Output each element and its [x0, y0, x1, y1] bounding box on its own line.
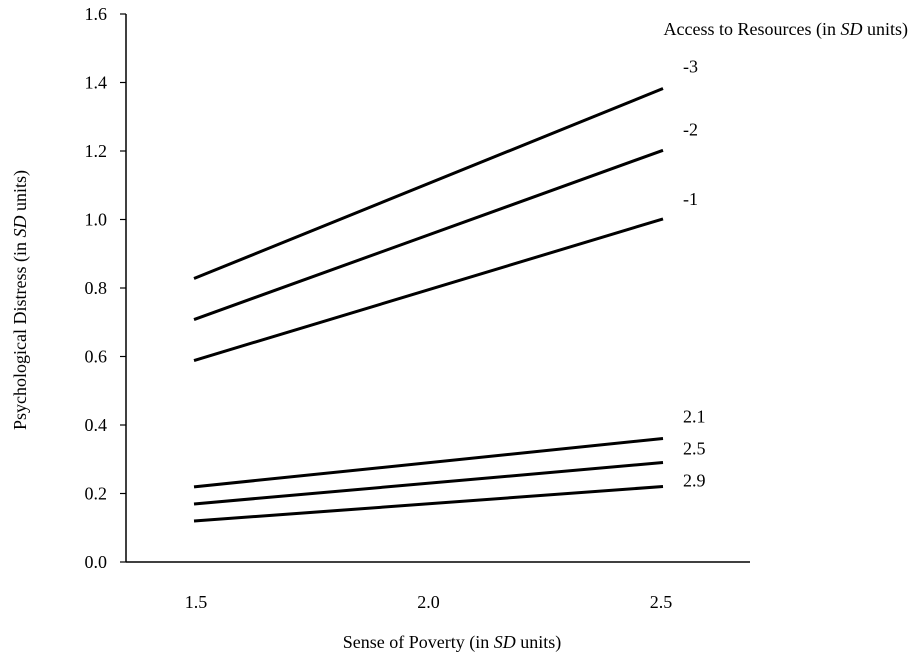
x-tick-label: 2.5: [650, 592, 673, 612]
y-axis-title-part-1: Psychological Distress (in: [10, 238, 31, 430]
series-line-1: [193, 148, 664, 321]
series-group: [193, 87, 664, 523]
series-line-3: [193, 437, 664, 489]
x-axis-title: Sense of Poverty (in SD units): [343, 632, 562, 653]
x-axis-title-sd: SD: [494, 632, 516, 652]
x-axis-title-part-3: units): [516, 632, 562, 653]
series-line-4: [193, 461, 664, 506]
series-line-2: [193, 217, 664, 362]
series-label-group: -3 -2 -1 2.1 2.5 2.9: [683, 57, 706, 491]
series-label-2: -1: [683, 189, 698, 209]
series-label-0: -3: [683, 57, 698, 77]
y-axis-title: Psychological Distress (in SD units): [10, 170, 31, 430]
series-label-1: -2: [683, 119, 698, 139]
series-line-0: [193, 87, 664, 280]
x-axis-title-part-1: Sense of Poverty (in: [343, 632, 494, 653]
y-tick-label: 0.4: [85, 415, 108, 435]
legend-title: Access to Resources (in SD units): [664, 19, 908, 40]
y-tick-label: 0.8: [85, 278, 108, 298]
legend-title-part-1: Access to Resources (in: [664, 19, 841, 40]
y-tick-label: 0.6: [85, 347, 108, 367]
y-tick-label: 1.4: [85, 73, 108, 93]
series-label-5: 2.9: [683, 471, 706, 491]
series-label-4: 2.5: [683, 438, 706, 458]
x-tick-label: 1.5: [185, 592, 208, 612]
y-tick-label: 1.0: [85, 210, 108, 230]
y-tick-label: 1.2: [85, 141, 108, 161]
y-axis-title-part-3: units): [10, 170, 31, 216]
series-label-3: 2.1: [683, 406, 706, 426]
legend-title-sd: SD: [840, 19, 862, 39]
y-tick-group: 0.0 0.2 0.4 0.6 0.8 1.0 1.2 1.4 1.6: [85, 4, 126, 572]
y-tick-label: 1.6: [85, 4, 108, 24]
y-axis-title-sd: SD: [10, 216, 30, 238]
y-tick-label: 0.2: [85, 484, 108, 504]
y-tick-label: 0.0: [85, 552, 108, 572]
legend-title-part-3: units): [862, 19, 908, 40]
x-tick-label: 2.0: [417, 592, 440, 612]
x-tick-group: 1.5 2.0 2.5: [185, 592, 673, 612]
series-line-5: [193, 485, 664, 523]
